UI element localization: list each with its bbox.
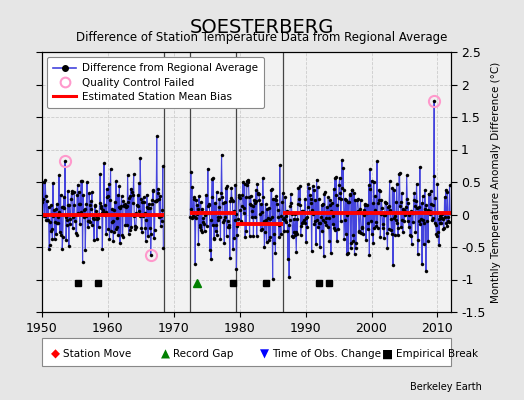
Text: Station Move: Station Move	[63, 349, 131, 359]
Legend: Difference from Regional Average, Quality Control Failed, Estimated Station Mean: Difference from Regional Average, Qualit…	[47, 57, 264, 108]
Difference from Regional Average	[149, 198, 156, 203]
Text: ◆: ◆	[50, 348, 60, 360]
Text: Difference of Station Temperature Data from Regional Average: Difference of Station Temperature Data f…	[77, 31, 447, 44]
Difference from Regional Average	[43, 198, 50, 203]
Text: SOESTERBERG: SOESTERBERG	[190, 18, 334, 37]
Text: Record Gap: Record Gap	[173, 349, 233, 359]
Text: Time of Obs. Change: Time of Obs. Change	[272, 349, 381, 359]
Text: ▲: ▲	[160, 348, 170, 360]
Difference from Regional Average	[154, 134, 160, 138]
Difference from Regional Average	[54, 220, 60, 225]
Text: ■: ■	[382, 348, 394, 360]
Text: Empirical Break: Empirical Break	[396, 349, 478, 359]
Difference from Regional Average	[80, 260, 86, 265]
Difference from Regional Average	[39, 199, 45, 204]
Line: Difference from Regional Average: Difference from Regional Average	[40, 134, 165, 264]
Y-axis label: Monthly Temperature Anomaly Difference (°C): Monthly Temperature Anomaly Difference (…	[491, 61, 501, 303]
Difference from Regional Average	[79, 178, 85, 183]
Difference from Regional Average	[83, 213, 89, 218]
Difference from Regional Average	[72, 212, 79, 217]
Difference from Regional Average	[160, 245, 167, 250]
Text: ▼: ▼	[260, 348, 269, 360]
Text: Berkeley Earth: Berkeley Earth	[410, 382, 482, 392]
